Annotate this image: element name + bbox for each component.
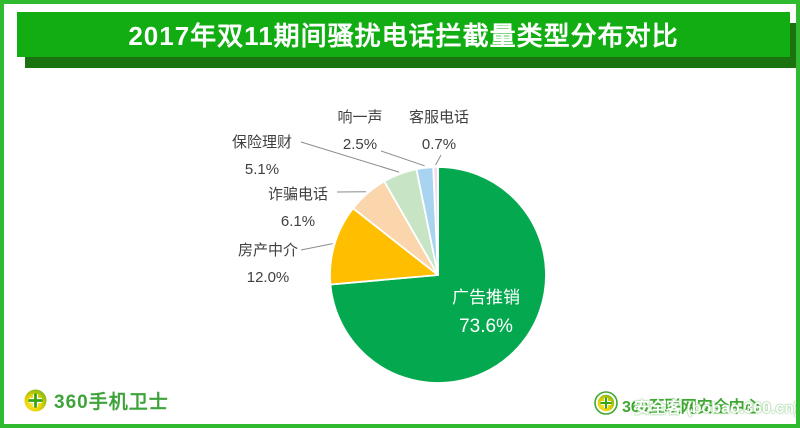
pie-svg <box>300 141 547 384</box>
pie-label-guanggaotuixiao: 广告推销 73.6% <box>452 284 520 341</box>
pie-label-baoxianlicai: 保险理财 5.1% <box>232 129 292 183</box>
label-value: 2.5% <box>342 136 378 153</box>
label-value: 5.1% <box>244 161 280 178</box>
leader-line-5 <box>435 154 442 166</box>
360-logo-icon <box>24 389 47 412</box>
security-center-logo-icon <box>594 391 618 415</box>
pie-label-xiangyisheng: 响一声 2.5% <box>337 104 382 158</box>
page-title: 2017年双11期间骚扰电话拦截量类型分布对比 <box>128 21 679 51</box>
footer-right-brand: 360互联网安全中心 安全客 (bobao.360.cn) <box>594 390 796 417</box>
label-value: 73.6% <box>459 316 513 337</box>
pie-slice-1 <box>329 207 439 286</box>
label-name: 广告推销 <box>452 288 520 307</box>
label-value: 6.1% <box>280 213 316 230</box>
footer-left-label: 360手机卫士 <box>54 392 169 413</box>
pie-slice-5 <box>432 166 439 276</box>
title-banner: 2017年双11期间骚扰电话拦截量类型分布对比 <box>17 12 790 57</box>
leader-line-3 <box>300 141 400 173</box>
pie-label-zhapiandianhua: 诈骗电话 6.1% <box>268 181 328 235</box>
label-name: 保险理财 <box>231 134 293 151</box>
label-name: 客服电话 <box>408 109 470 126</box>
pie-label-kefudianhua: 客服电话 0.7% <box>409 104 469 158</box>
label-value: 12.0% <box>246 269 290 286</box>
watermark-label: 安全客 (bobao.360.cn) <box>634 400 800 417</box>
label-value: 0.7% <box>421 136 457 153</box>
footer-left-brand: 360手机卫士 <box>24 387 169 414</box>
leader-line-1 <box>300 243 333 251</box>
leader-line-4 <box>380 150 425 167</box>
label-name: 响一声 <box>337 109 383 126</box>
footer-right-label: 360互联网安全中心 <box>622 399 761 416</box>
pie-label-fangchanzhongjie: 房产中介 12.0% <box>238 237 298 291</box>
label-name: 诈骗电话 <box>267 186 329 203</box>
label-name: 房产中介 <box>237 242 299 259</box>
